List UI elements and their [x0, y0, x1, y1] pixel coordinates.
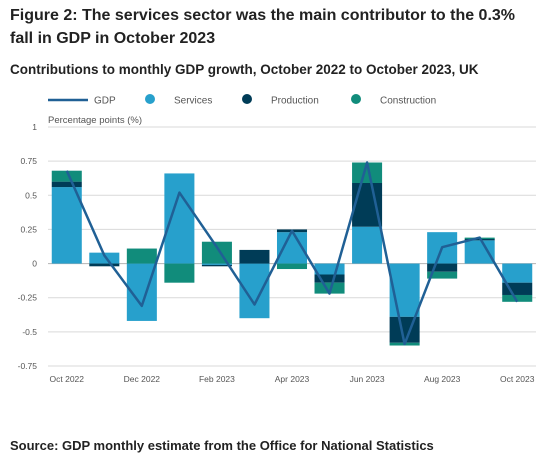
y-axis-ticks: 1 0.75 0.5 0.25 0 -0.25 -0.5 -0.75 [18, 122, 38, 371]
legend: GDP Services Production Construction [48, 94, 436, 107]
y-tick-label: -0.5 [22, 327, 37, 337]
legend-swatch-production [242, 94, 252, 104]
bar-construction-apr-2023 [276, 263, 308, 270]
source-note: Source: GDP monthly estimate from the Of… [10, 438, 434, 453]
legend-label-services: Services [174, 96, 212, 107]
x-tick-label: Aug 2023 [424, 374, 461, 384]
bar-services-jun-2023 [352, 226, 383, 264]
x-tick-label: Oct 2023 [500, 374, 535, 384]
y-tick-label: 1 [32, 122, 37, 132]
bar-services-jan-2023 [164, 173, 195, 264]
legend-label-gdp: GDP [94, 96, 116, 107]
bars [51, 162, 533, 346]
bar-production-feb-2023 [201, 264, 232, 267]
bar-construction-jan-2023 [164, 263, 195, 283]
bar-construction-dec-2022 [126, 248, 157, 264]
legend-label-production: Production [271, 96, 319, 107]
bar-services-oct-2023 [502, 263, 533, 283]
y-axis-label: Percentage points (%) [48, 115, 142, 126]
y-tick-label: -0.75 [18, 361, 38, 371]
bar-construction-aug-2023 [427, 271, 458, 279]
y-tick-label: 0.5 [25, 190, 37, 200]
legend-swatch-services [145, 94, 155, 104]
y-tick-label: 0 [32, 259, 37, 269]
bar-construction-feb-2023 [201, 241, 232, 264]
bar-services-feb-2023 [201, 263, 232, 265]
chart-title: Figure 2: The services sector was the ma… [10, 7, 516, 47]
chart-subtitle: Contributions to monthly GDP growth, Oct… [10, 62, 479, 77]
bar-services-oct-2022 [51, 187, 82, 264]
bar-services-nov-2022 [89, 252, 120, 264]
x-tick-label: Feb 2023 [199, 374, 235, 384]
bar-production-mar-2023 [239, 249, 270, 264]
bar-services-may-2023 [314, 263, 345, 275]
bar-construction-oct-2022 [51, 170, 82, 182]
bar-production-oct-2023 [502, 282, 533, 295]
x-axis-ticks: Oct 2022 Dec 2022 Feb 2023 Apr 2023 Jun 2023… [50, 374, 535, 384]
bar-construction-jun-2023 [352, 162, 383, 183]
legend-swatch-construction [351, 94, 361, 104]
legend-label-construction: Construction [380, 96, 436, 107]
bar-production-aug-2023 [427, 263, 458, 272]
bar-production-oct-2022 [51, 181, 82, 188]
gdp-line-group [65, 161, 519, 346]
bar-production-may-2023 [314, 274, 345, 283]
bar-construction-may-2023 [314, 282, 345, 294]
bar-services-mar-2023 [239, 263, 270, 319]
bar-construction-oct-2023 [502, 294, 533, 302]
x-tick-label: Jun 2023 [350, 374, 385, 384]
x-tick-label: Apr 2023 [275, 374, 310, 384]
bar-production-jun-2023 [352, 182, 383, 227]
x-tick-label: Oct 2022 [50, 374, 85, 384]
y-tick-label: 0.75 [20, 156, 37, 166]
x-tick-label: Dec 2022 [124, 374, 161, 384]
bar-production-nov-2022 [89, 263, 120, 267]
bar-services-sep-2023 [464, 240, 495, 264]
y-tick-label: -0.25 [18, 293, 38, 303]
gdp-line [65, 161, 519, 346]
y-tick-label: 0.25 [20, 224, 37, 234]
